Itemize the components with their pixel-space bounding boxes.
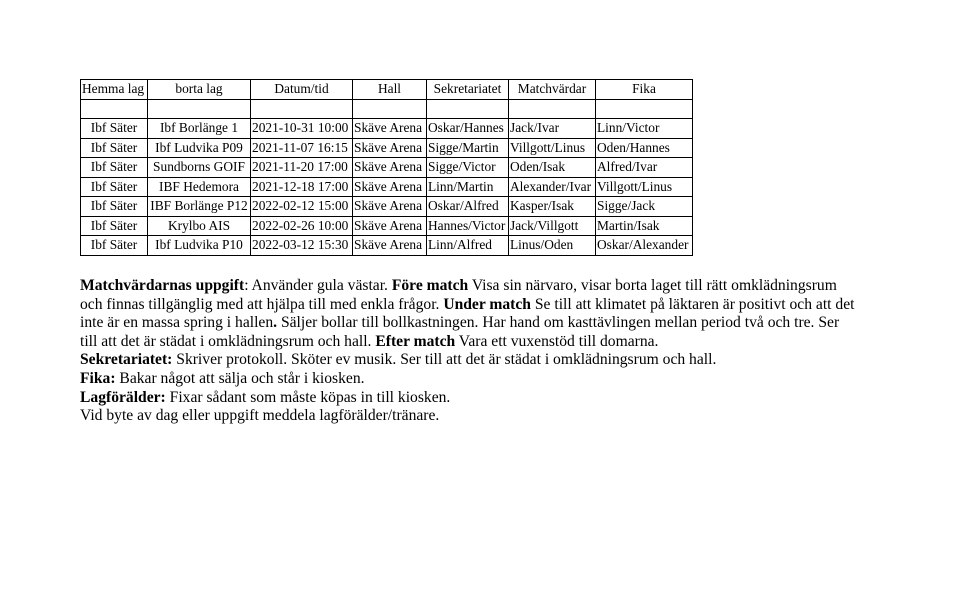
table-cell: Ibf Säter (80, 176, 148, 197)
table-cell: 2021-11-07 16:15 (250, 137, 353, 158)
table-cell: Villgott/Linus (595, 176, 693, 197)
text-line: inte är en massa spring i hallen. Säljer… (80, 314, 840, 332)
table-cell: Oden/Isak (508, 157, 596, 178)
table-cell: Ibf Säter (80, 137, 148, 158)
table-cell: Ibf Borlänge 1 (147, 118, 251, 139)
table-cell: Sigge/Martin (426, 137, 509, 158)
table-row: Ibf Säter Ibf Ludvika P10 2022-03-12 15:30… (80, 235, 693, 256)
table-cell: IBF Borlänge P12 (147, 196, 251, 217)
table-row: Ibf Säter IBF Hedemora 2021-12-18 17:00 Skä… (80, 176, 693, 197)
table-cell: Linus/Oden (508, 235, 596, 256)
table-cell: Ibf Säter (80, 196, 148, 217)
table-row: Ibf Säter Ibf Ludvika P09 2021-11-07 16:15… (80, 137, 693, 158)
table-cell (147, 98, 251, 119)
table-header-cell: borta lag (147, 79, 251, 100)
table-cell: Ibf Ludvika P09 (147, 137, 251, 158)
table-cell: 2022-03-12 15:30 (250, 235, 353, 256)
table-cell: Sigge/Jack (595, 196, 693, 217)
table-cell: Oden/Hannes (595, 137, 693, 158)
table-cell (508, 98, 596, 119)
table-cell: Ibf Ludvika P10 (147, 235, 251, 256)
table-row: Ibf Säter Krylbo AIS 2022-02-26 10:00 Skäve… (80, 215, 693, 236)
table-header-cell: Matchvärdar (508, 79, 596, 100)
table-cell: Skäve Arena (352, 215, 427, 236)
table-row (80, 98, 693, 119)
table-cell: Hannes/Victor (426, 215, 509, 236)
text-line: Matchvärdarnas uppgift: Använder gula vä… (80, 277, 837, 294)
table-cell: Skäve Arena (352, 196, 427, 217)
table-cell: 2022-02-12 15:00 (250, 196, 353, 217)
table-cell: IBF Hedemora (147, 176, 251, 197)
table-header-cell: Hemma lag (80, 79, 148, 100)
table-header-cell: Sekretariatet (426, 79, 509, 100)
table-cell: Linn/Alfred (426, 235, 509, 256)
table-cell: Linn/Victor (595, 118, 693, 139)
table-cell: Linn/Martin (426, 176, 509, 197)
table-cell (80, 98, 148, 119)
table-cell: Oskar/Alexander (595, 235, 693, 256)
table-cell: 2021-10-31 10:00 (250, 118, 353, 139)
table-cell: Sundborns GOIF (147, 157, 251, 178)
table-cell: Martin/Isak (595, 215, 693, 236)
text-line: till att det är städat i omklädningsrum … (80, 332, 659, 350)
table-cell: 2021-12-18 17:00 (250, 176, 353, 197)
table-cell: Sigge/Victor (426, 157, 509, 178)
table-cell: Ibf Säter (80, 235, 148, 256)
table-cell: Skäve Arena (352, 157, 427, 178)
text-line: Fika: Bakar något att sälja och står i k… (80, 369, 365, 387)
table-cell: Villgott/Linus (508, 137, 596, 158)
table-header-cell: Hall (352, 79, 427, 100)
table-cell: Alfred/Ivar (595, 157, 693, 178)
table-header-cell: Fika (595, 79, 693, 100)
text-line: Sekretariatet: Skriver protokoll. Sköter… (80, 351, 717, 369)
table-cell (595, 98, 693, 119)
table-cell: Jack/Ivar (508, 118, 596, 139)
text-line: och finnas tillgänglig med att hjälpa ti… (80, 295, 855, 313)
table-row: Ibf Säter Ibf Borlänge 1 2021-10-31 10:00 S… (80, 118, 693, 139)
table-cell: Ibf Säter (80, 157, 148, 178)
table-cell: Krylbo AIS (147, 215, 251, 236)
table-cell (250, 98, 353, 119)
duties-description: Matchvärdarnas uppgift: Använder gula vä… (80, 277, 900, 426)
table-cell (352, 98, 427, 119)
table-cell: 2022-02-26 10:00 (250, 215, 353, 236)
table-row: Ibf Säter IBF Borlänge P12 2022-02-12 15:0… (80, 196, 693, 217)
text-line: Lagförälder: Fixar sådant som måste köpa… (80, 388, 451, 406)
table-header-row: Hemma lag borta lag Datum/tid Hall Sekretari… (80, 79, 693, 100)
table-header-cell: Datum/tid (250, 79, 353, 100)
table-cell (426, 98, 509, 119)
table-cell: Skäve Arena (352, 235, 427, 256)
table-cell: Skäve Arena (352, 118, 427, 139)
table-cell: Ibf Säter (80, 118, 148, 139)
table-cell: Jack/Villgott (508, 215, 596, 236)
match-schedule-table: Hemma lag borta lag Datum/tid Hall Sekretari… (80, 79, 693, 256)
table-cell: 2021-11-20 17:00 (250, 157, 353, 178)
table-row: Ibf Säter Sundborns GOIF 2021-11-20 17:00 S… (80, 157, 693, 178)
table-cell: Ibf Säter (80, 215, 148, 236)
table-cell: Oskar/Hannes (426, 118, 509, 139)
table-cell: Oskar/Alfred (426, 196, 509, 217)
table-cell: Kasper/Isak (508, 196, 596, 217)
table-cell: Alexander/Ivar (508, 176, 596, 197)
table-cell: Skäve Arena (352, 137, 427, 158)
table-cell: Skäve Arena (352, 176, 427, 197)
text-line: Vid byte av dag eller uppgift meddela la… (80, 407, 440, 425)
